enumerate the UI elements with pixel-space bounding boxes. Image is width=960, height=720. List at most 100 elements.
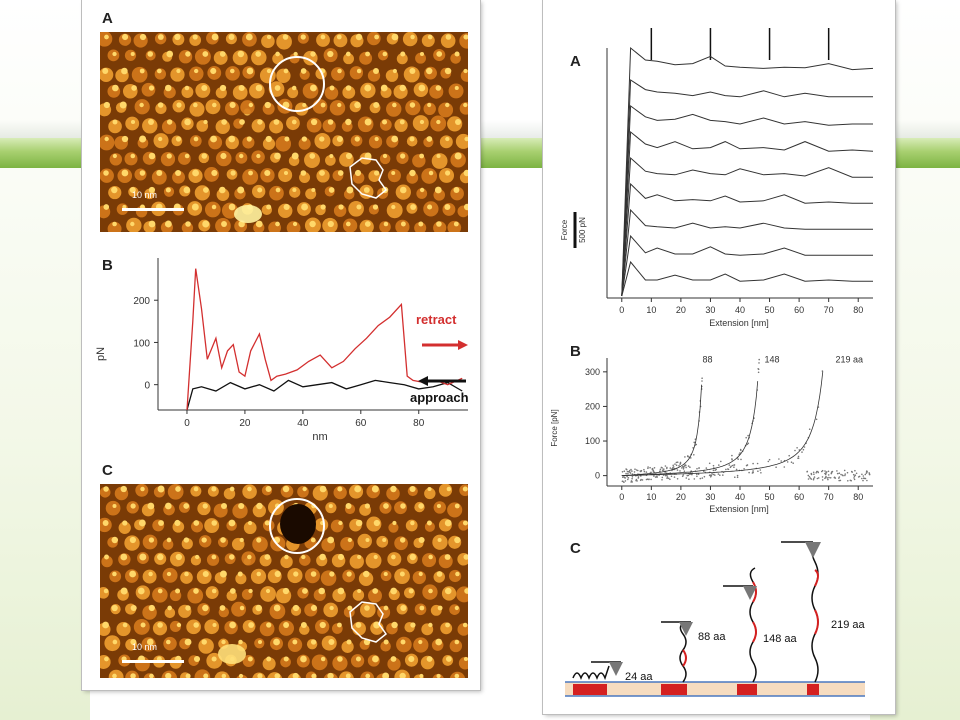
afm-highlight xyxy=(266,622,272,628)
data-point xyxy=(627,477,630,479)
afm-highlight xyxy=(183,503,190,509)
afm-highlight xyxy=(157,102,164,108)
data-point xyxy=(725,468,727,471)
afm-highlight xyxy=(192,169,199,177)
afm-highlight xyxy=(327,220,334,228)
afm-highlight xyxy=(257,119,263,125)
data-point xyxy=(671,468,673,470)
panel-c-label: C xyxy=(102,462,113,479)
data-point xyxy=(666,477,668,479)
afm-highlight xyxy=(104,554,109,560)
x-axis-label: nm xyxy=(312,431,327,443)
afm-highlight xyxy=(444,519,452,527)
afm-highlight xyxy=(202,220,210,228)
data-point xyxy=(623,470,626,472)
data-point xyxy=(672,466,675,468)
data-point xyxy=(817,470,819,473)
data-point xyxy=(666,476,669,478)
afm-bump xyxy=(340,536,355,551)
afm-tip xyxy=(805,542,821,558)
afm-highlight xyxy=(130,673,136,678)
afm-highlight xyxy=(300,170,307,176)
afm-bump xyxy=(124,49,137,62)
data-point xyxy=(682,474,685,476)
afm-highlight xyxy=(112,84,119,92)
afm-highlight xyxy=(302,486,307,492)
afm-highlight xyxy=(436,153,441,159)
data-point xyxy=(810,473,813,476)
afm-highlight xyxy=(165,187,171,193)
afm-highlight xyxy=(320,204,326,210)
right-figure: A 0 10 20 30 40 50 60 70 80 Force 500 pN Extensi… xyxy=(543,0,895,714)
afm-bump xyxy=(352,589,365,601)
afm-highlight xyxy=(329,85,335,91)
data-point xyxy=(745,464,748,467)
data-point xyxy=(739,452,741,454)
afm-bump xyxy=(299,624,310,635)
afm-highlight xyxy=(329,571,335,577)
afm-highlight xyxy=(445,102,450,108)
data-point xyxy=(817,477,820,479)
afm-bump xyxy=(298,137,311,150)
afm-highlight xyxy=(409,553,416,561)
afm-highlight xyxy=(147,502,155,510)
afm-tip xyxy=(679,622,693,636)
afm-highlight xyxy=(112,119,118,125)
data-point xyxy=(701,477,704,479)
afm-bump xyxy=(304,152,320,168)
afm-highlight xyxy=(408,655,415,663)
data-point xyxy=(794,449,796,452)
afm-highlight xyxy=(463,68,468,74)
y-tick-label: 100 xyxy=(133,338,150,349)
data-point xyxy=(640,478,642,481)
afm-highlight xyxy=(112,51,117,57)
data-point xyxy=(775,466,777,468)
afm-bump xyxy=(225,66,240,81)
afm-bump xyxy=(387,657,401,671)
afm-highlight xyxy=(300,34,306,40)
afm-bump xyxy=(316,33,330,47)
x-tick-label: 10 xyxy=(646,492,656,502)
data-point xyxy=(862,479,864,482)
data-point xyxy=(780,460,782,462)
data-point xyxy=(843,469,846,472)
data-point xyxy=(838,479,840,482)
data-point xyxy=(679,470,681,472)
data-point xyxy=(852,473,855,476)
afm-highlight xyxy=(410,622,416,628)
afm-highlight xyxy=(373,621,381,629)
x-tick-label: 20 xyxy=(676,305,686,315)
afm-highlight xyxy=(111,186,118,194)
data-point xyxy=(850,470,853,473)
afm-bump xyxy=(231,601,247,617)
afm-bump xyxy=(164,607,176,619)
afm-highlight xyxy=(148,220,156,228)
afm-highlight xyxy=(219,84,227,92)
afm-bump xyxy=(278,620,295,636)
afm-highlight xyxy=(130,604,137,612)
afm-bump xyxy=(181,86,194,98)
afm-highlight xyxy=(383,605,389,611)
data-point xyxy=(637,469,639,472)
data-point xyxy=(681,467,683,469)
afm-highlight xyxy=(247,486,252,492)
data-point xyxy=(651,467,654,470)
afm-highlight xyxy=(345,85,352,91)
data-point xyxy=(708,474,711,477)
data-point xyxy=(697,473,700,475)
afm-bump xyxy=(178,50,193,64)
decor-shadow-right xyxy=(895,120,960,138)
approach-arrowhead xyxy=(418,376,428,386)
data-point xyxy=(861,473,863,476)
panel-b-label: B xyxy=(570,343,581,360)
afm-highlight xyxy=(283,622,290,628)
data-point xyxy=(829,477,832,479)
data-point xyxy=(693,454,695,456)
afm-bump xyxy=(348,200,364,217)
afm-highlight xyxy=(427,204,433,210)
data-point xyxy=(698,467,700,469)
afm-highlight xyxy=(121,67,128,75)
data-point xyxy=(631,473,634,475)
afm-highlight xyxy=(146,638,154,646)
data-point xyxy=(813,477,815,480)
